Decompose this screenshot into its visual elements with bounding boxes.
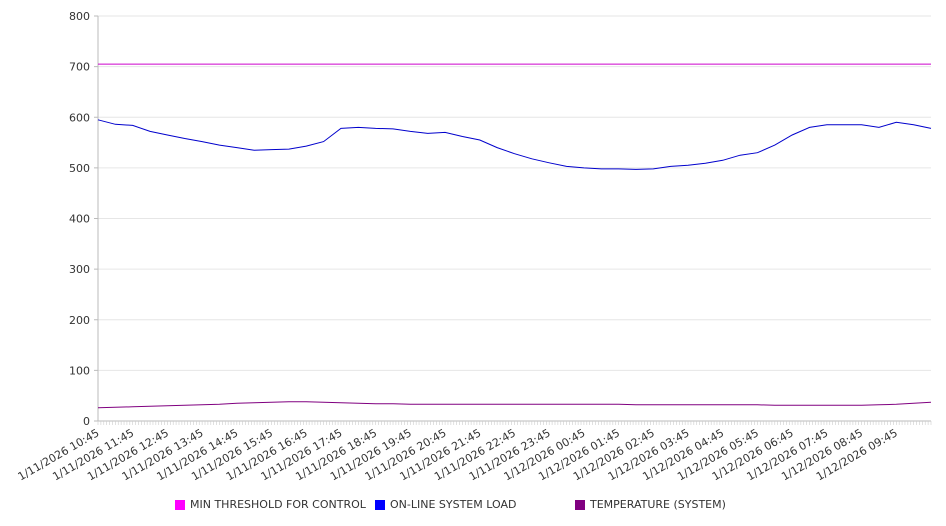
x-axis-ticks: 1/11/2026 10:451/11/2026 11:451/11/2026 … [16, 421, 932, 483]
series-line-2 [97, 401, 932, 409]
y-tick-label: 600 [69, 111, 90, 124]
legend-label: MIN THRESHOLD FOR CONTROL [190, 498, 366, 511]
legend-label: TEMPERATURE (SYSTEM) [590, 498, 726, 511]
y-tick-label: 800 [69, 10, 90, 23]
legend-label: ON-LINE SYSTEM LOAD [390, 498, 517, 511]
y-tick-label: 0 [83, 415, 90, 428]
y-tick-label: 300 [69, 263, 90, 276]
y-tick-label: 500 [69, 162, 90, 175]
legend-swatch-load [375, 499, 385, 510]
y-tick-label: 100 [69, 364, 90, 377]
legend-swatch-temperature [575, 499, 585, 510]
legend-swatch-threshold [175, 499, 185, 510]
y-tick-label: 400 [69, 213, 90, 226]
legend-item-system-load[interactable]: ON-LINE SYSTEM LOAD [375, 498, 516, 511]
legend-item-temperature[interactable]: TEMPERATURE (SYSTEM) [575, 498, 726, 511]
series-lines [97, 63, 932, 409]
grid-lines [97, 15, 931, 422]
y-tick-label: 700 [69, 61, 90, 74]
legend-item-min-threshold[interactable]: MIN THRESHOLD FOR CONTROL [175, 498, 366, 511]
series-line-1 [97, 119, 932, 170]
y-axis-ticks: 0 100 200 300 400 500 600 700 800 [69, 10, 98, 428]
y-tick-label: 200 [69, 314, 90, 327]
